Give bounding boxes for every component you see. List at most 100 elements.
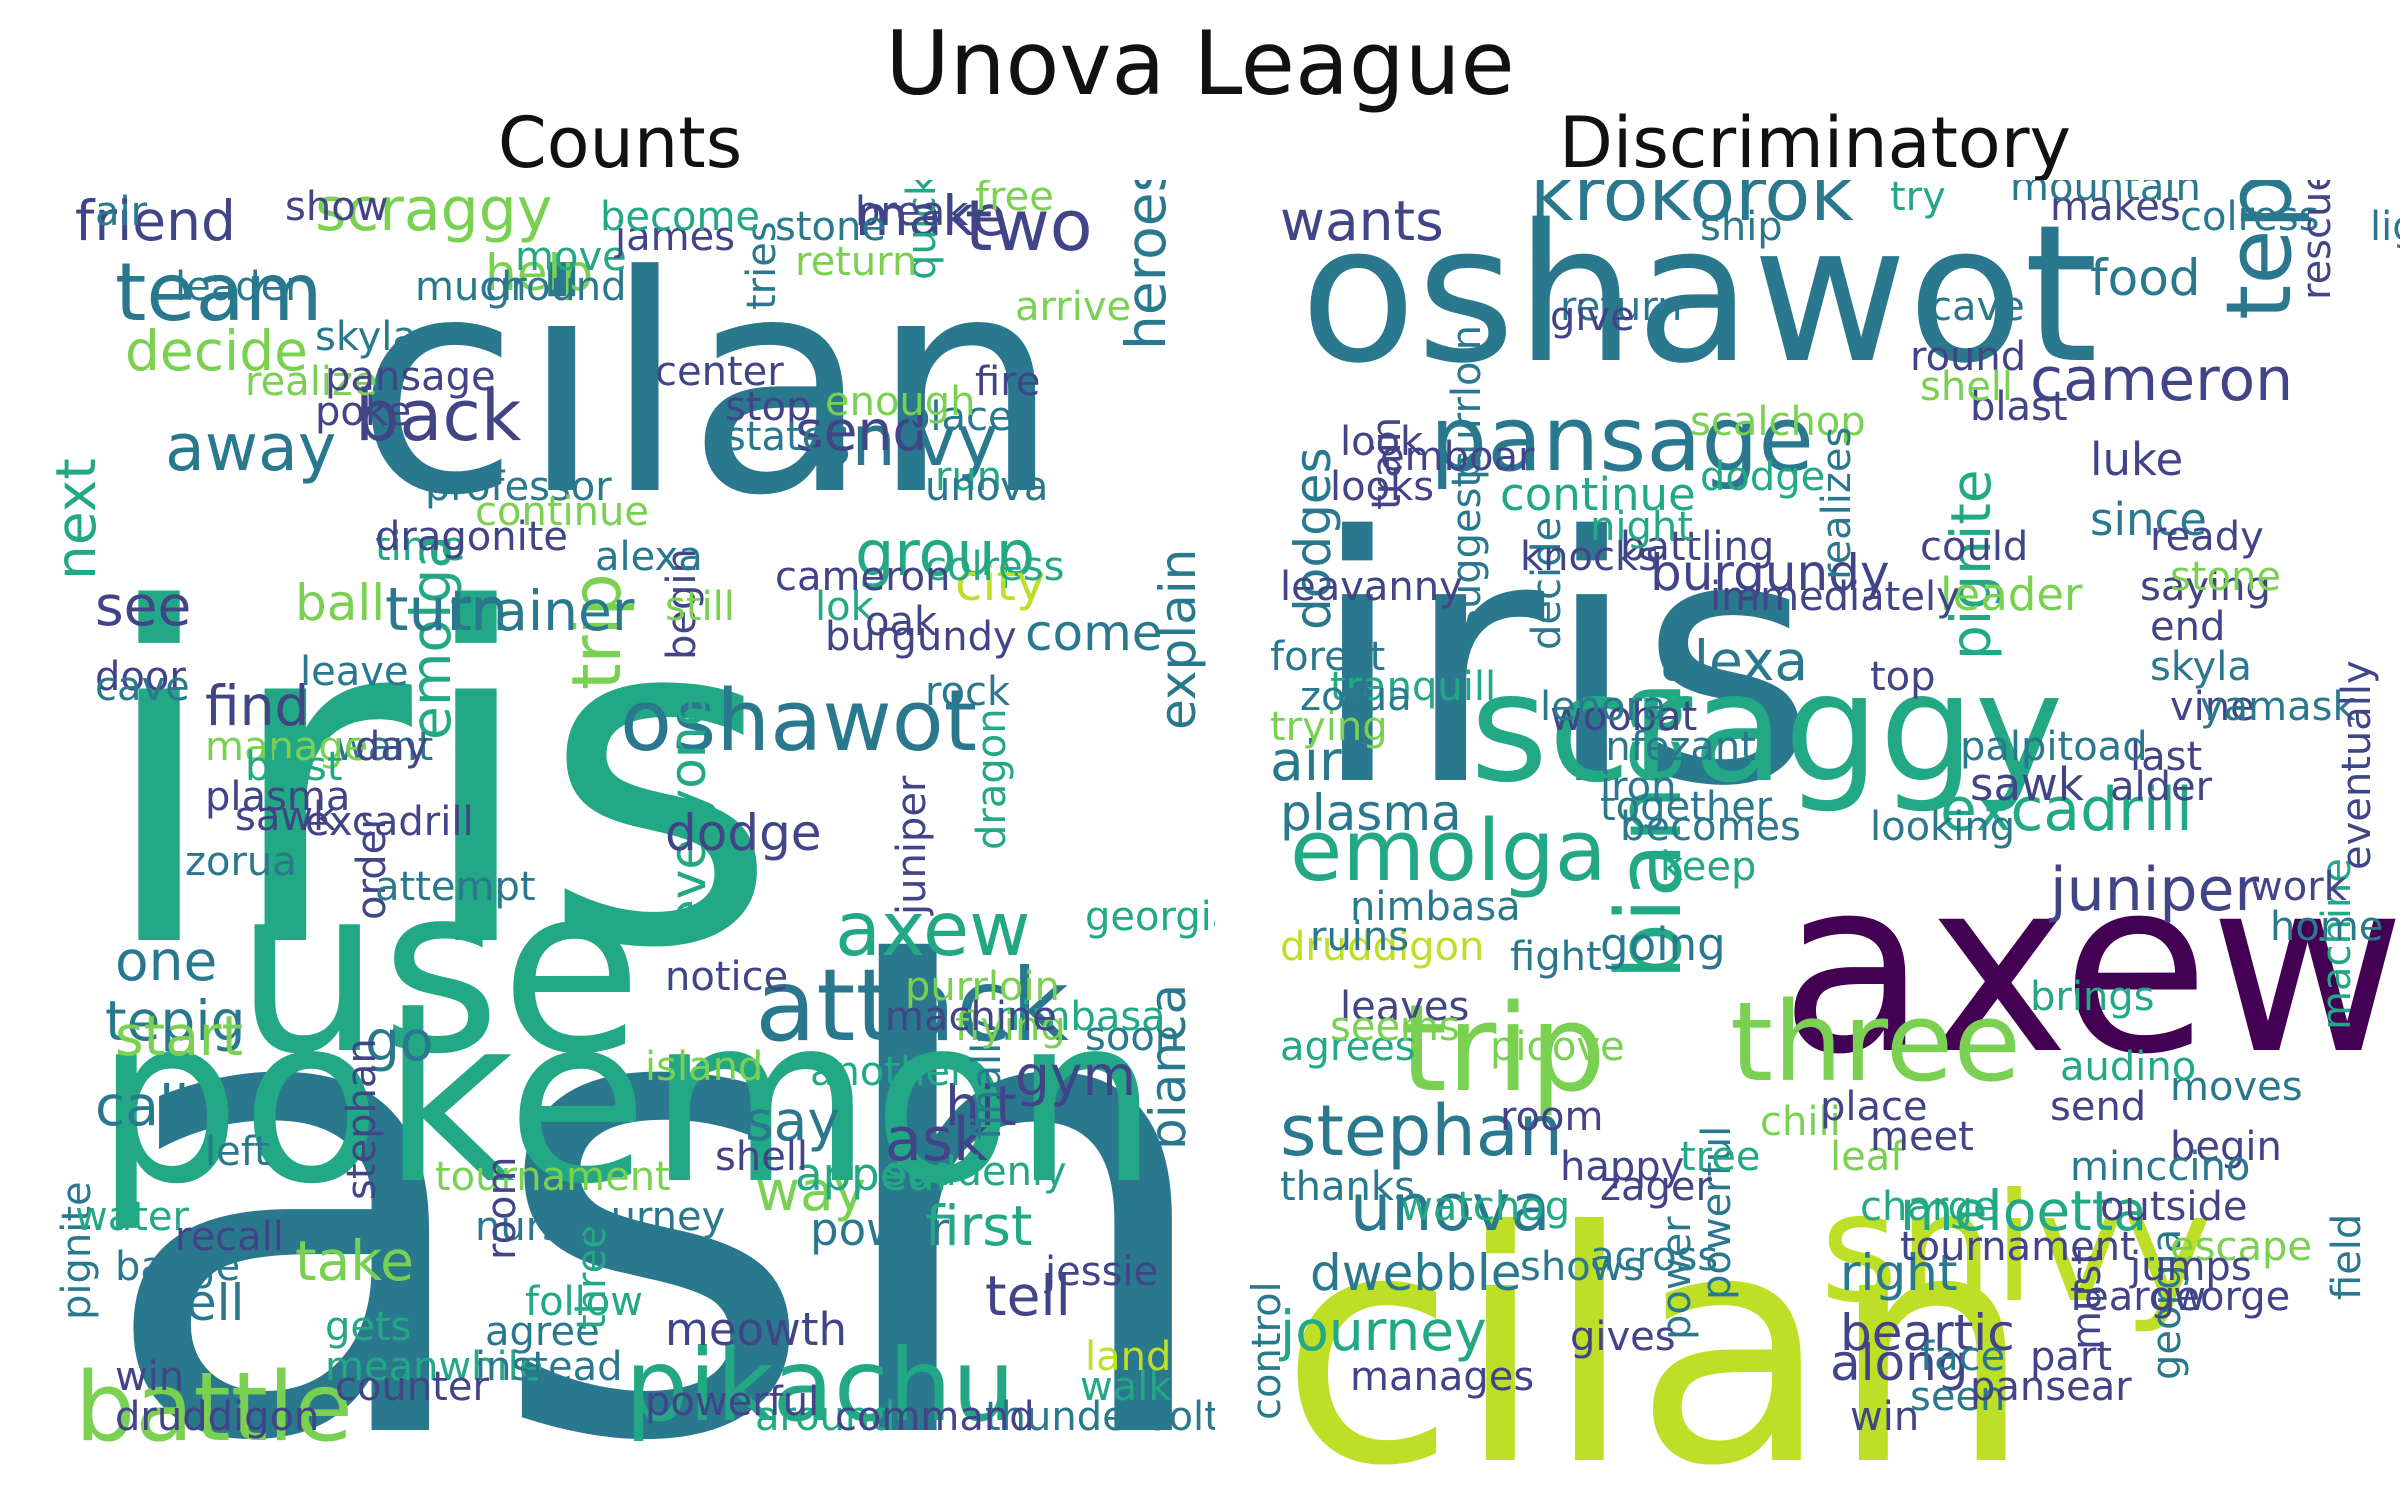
discriminatory-word-emboar: emboar [1380, 434, 1535, 480]
counts-word-three: three [569, 1224, 615, 1330]
discriminatory-word-night: night [1590, 504, 1693, 550]
discriminatory-word-luke: luke [2090, 433, 2183, 486]
counts-word-back: back [355, 375, 522, 457]
counts-word-leave: leave [300, 649, 409, 695]
counts-word-hit: hit [945, 1074, 1017, 1138]
counts-word-alexa: alexa [595, 534, 703, 580]
counts-word-ball: ball [295, 574, 385, 632]
discriminatory-word-dodges: dodges [1284, 447, 1342, 630]
counts-word-continue: continue [475, 489, 649, 535]
counts-word-next: next [55, 458, 108, 580]
discriminatory-word-room: room [1500, 1094, 1603, 1140]
discriminatory-word-leader: leader [1940, 568, 2083, 621]
counts-word-room: room [479, 1157, 525, 1260]
counts-word-water: water [75, 1194, 190, 1240]
counts-word-cave: cave [95, 664, 190, 710]
discriminatory-word-seems: seems [1330, 1004, 1460, 1050]
counts-word-sawk: sawk [235, 794, 337, 840]
counts-word-shell: shell [715, 1134, 808, 1180]
counts-word-take: take [295, 1229, 414, 1293]
discriminatory-word-saying: saying [2140, 564, 2271, 610]
discriminatory-word-excadrill: excadrill [1940, 775, 2193, 845]
discriminatory-word-watchog: watchog [1400, 1184, 1570, 1230]
discriminatory-word-air: air [1270, 729, 1342, 793]
counts-word-tournament: tournament [435, 1154, 671, 1200]
counts-word-nurse: nurse [475, 1204, 588, 1250]
discriminatory-word-send: send [2050, 1084, 2146, 1130]
counts-word-rock: rock [925, 669, 1011, 715]
counts-word-stephan: stephan [339, 1038, 385, 1200]
counts-word-thunderbolt: thunderbolt [985, 1394, 1215, 1440]
counts-word-walk: walk [1080, 1364, 1172, 1410]
discriminatory-word-purrloin: purrloin [1444, 325, 1490, 480]
counts-word-explain: explain [1149, 549, 1207, 730]
discriminatory-word-place: place [1820, 1084, 1928, 1130]
counts-word-much: much [415, 264, 527, 310]
counts-word-ground: ground [485, 264, 627, 310]
discriminatory-word-pidove: pidove [1490, 1024, 1625, 1070]
discriminatory-word-zorua: zorua [1300, 674, 1412, 720]
discriminatory-word-cave: cave [1930, 284, 2025, 330]
discriminatory-word-end: end [2150, 604, 2225, 650]
counts-word-realize: realize [245, 359, 378, 405]
discriminatory-word-becomes: becomes [1620, 804, 1801, 850]
discriminatory-word-control: control [1250, 1281, 1290, 1420]
counts-word-stone: stone [775, 204, 886, 250]
counts-word-become: become [600, 194, 760, 240]
counts-word-run: run [935, 454, 1002, 500]
discriminatory-word-immediately: immediately [1710, 574, 1960, 620]
discriminatory-word-together: together [1600, 784, 1773, 830]
counts-word-emolga: emolga [399, 535, 463, 740]
counts-word-trip: trip [558, 573, 637, 690]
counts-word-come: come [1025, 604, 1163, 662]
counts-word-leader: leader [175, 264, 302, 310]
counts-word-gym: gym [1015, 1044, 1136, 1108]
counts-word-air: air [95, 189, 148, 235]
counts-word-help: help [485, 244, 593, 302]
counts-word-pikachu: pikachu [625, 1327, 1015, 1444]
discriminatory-word-mountain: mountain [2010, 180, 2201, 210]
counts-word-oshawot: oshawot [620, 672, 977, 771]
counts-word-machine: machine [885, 994, 1057, 1040]
counts-word-blast: blast [245, 744, 343, 790]
counts-word-first: first [925, 1194, 1032, 1258]
counts-word-pansage: pansage [325, 354, 496, 400]
discriminatory-word-chili: chili [1760, 1099, 1841, 1145]
discriminatory-word-minccino: minccino [2070, 1144, 2250, 1190]
counts-word-battle: battle [75, 1353, 353, 1463]
discriminatory-word-could: could [1920, 524, 2028, 570]
discriminatory-word-decide: decide [1524, 517, 1570, 650]
discriminatory-word-stone: stone [2170, 554, 2281, 600]
discriminatory-word-bianca: bianca [1597, 681, 1702, 980]
discriminatory-word-fight: fight [1510, 934, 1602, 980]
counts-word-counter: counter [335, 1364, 489, 1410]
counts-word-soon: soon [1085, 1014, 1180, 1060]
discriminatory-word-top: top [1870, 654, 1936, 700]
discriminatory-word-cilan: cilan [1280, 1164, 2033, 1476]
discriminatory-word-meloetta: meloetta [1900, 1179, 2147, 1243]
discriminatory-word-seen: seen [1910, 1374, 2005, 1420]
discriminatory-word-snivy: snivy [1820, 1162, 2212, 1336]
discriminatory-word-burgundy: burgundy [1650, 544, 1890, 602]
counts-word-go: go [365, 1009, 434, 1073]
discriminatory-word-must: must [2064, 1249, 2110, 1350]
discriminatory-word-part: part [2030, 1334, 2112, 1380]
counts-word-nimbasa: nimbasa [995, 994, 1166, 1040]
discriminatory-word-manages: manages [1350, 1354, 1534, 1400]
counts-word-powerful: powerful [645, 1379, 819, 1425]
discriminatory-word-leavanny: leavanny [1280, 564, 1463, 610]
counts-word-juniper: juniper [889, 775, 935, 916]
counts-word-want: want [335, 724, 433, 770]
counts-word-center: center [655, 349, 784, 395]
word-cloud-discriminatory-canvas: iris cilan axew oshawot scraggy snivy tepig bia… [1250, 180, 2400, 1476]
counts-word-another: another [810, 1049, 967, 1095]
counts-word-bianca: bianca [1139, 984, 1197, 1150]
counts-word-win: win [115, 1354, 184, 1400]
discriminatory-word-wants: wants [1280, 189, 1444, 253]
discriminatory-word-beartic: beartic [1840, 1304, 2015, 1362]
counts-word-journey: journey [574, 1194, 725, 1240]
counts-word-badge: badge [115, 1244, 240, 1290]
discriminatory-word-win: win [1850, 1394, 1919, 1440]
discriminatory-word-colress: colress [2180, 194, 2319, 240]
discriminatory-word-pansear: pansear [1970, 1364, 2132, 1410]
